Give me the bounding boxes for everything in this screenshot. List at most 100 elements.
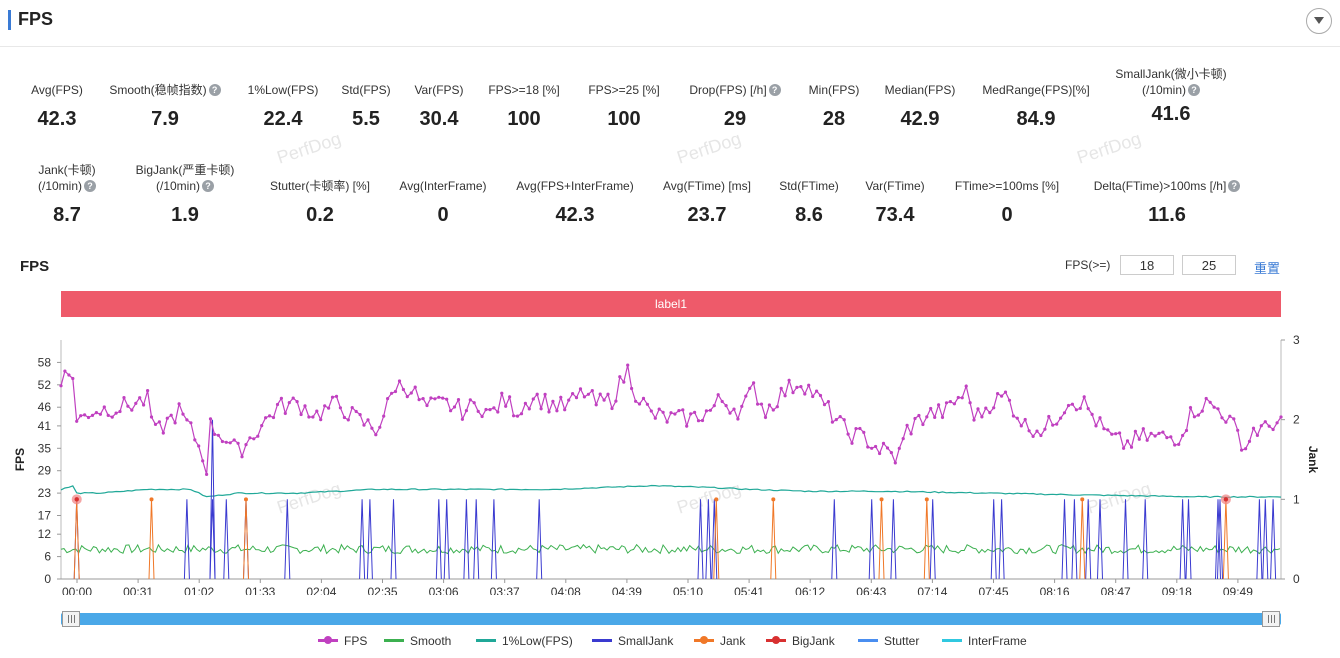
- fps-point: [511, 414, 516, 418]
- stat-value: 29: [723, 108, 747, 130]
- fps-point: [980, 415, 984, 419]
- legend-item-jank[interactable]: Jank: [694, 634, 745, 648]
- fps-point: [212, 432, 217, 436]
- smalljank-spike: [1179, 499, 1186, 580]
- fps-point: [161, 431, 165, 435]
- legend-item-fps[interactable]: FPS: [318, 634, 367, 648]
- y-tick-label: 46: [38, 400, 52, 414]
- stat-value: 42.9: [900, 108, 940, 130]
- fps-point: [606, 392, 610, 396]
- fps-point: [342, 415, 346, 420]
- fps-point: [1145, 438, 1149, 442]
- reset-link[interactable]: 重置: [1254, 261, 1281, 276]
- legend-item-smalljank[interactable]: SmallJank: [592, 634, 673, 648]
- fps-point: [637, 402, 642, 406]
- help-icon[interactable]: ?: [202, 180, 214, 192]
- fps-point: [374, 433, 378, 437]
- fps-point: [661, 410, 665, 414]
- smalljank-spike: [929, 499, 936, 580]
- slider-handle-right[interactable]: [1262, 611, 1280, 627]
- help-icon[interactable]: ?: [1228, 180, 1241, 192]
- legend-item-low1[interactable]: 1%Low(FPS): [476, 634, 573, 648]
- threshold-input-1[interactable]: [1120, 255, 1174, 275]
- fps-point: [767, 403, 772, 407]
- fps-point: [1003, 390, 1008, 394]
- help-icon[interactable]: ?: [768, 84, 781, 96]
- x-tick-label: 01:02: [184, 585, 214, 595]
- fps-point: [826, 400, 831, 404]
- fps-point: [925, 415, 929, 419]
- fps-point: [944, 401, 949, 405]
- x-tick-label: 03:06: [429, 585, 459, 595]
- fps-point: [252, 437, 256, 441]
- fps-point: [909, 432, 913, 436]
- fps-point: [216, 433, 220, 437]
- help-icon[interactable]: ?: [1188, 84, 1200, 96]
- y-tick-label: 23: [38, 486, 52, 500]
- fps-point: [504, 404, 508, 408]
- legend-swatch: [476, 639, 496, 643]
- fps-point: [756, 402, 760, 406]
- legend-item-bigjank[interactable]: BigJank: [766, 634, 835, 648]
- stat-item: 1%Low(FPS) 22.4: [213, 82, 353, 131]
- smalljank-spike: [463, 499, 470, 580]
- fps-point: [834, 418, 838, 422]
- legend-swatch: [694, 636, 714, 645]
- fps-point: [799, 385, 803, 389]
- fps-point: [555, 409, 559, 413]
- fps-point: [1114, 432, 1118, 436]
- threshold-input-2[interactable]: [1182, 255, 1236, 275]
- bigjank-dot: [74, 497, 79, 502]
- fps-point: [649, 409, 653, 413]
- fps-point: [102, 405, 106, 409]
- fps-point: [901, 437, 905, 441]
- fps-point: [972, 418, 976, 422]
- legend-item-stutter[interactable]: Stutter: [858, 634, 919, 648]
- fps-point: [1015, 416, 1019, 420]
- jank-spike: [148, 499, 155, 580]
- fps-point: [1244, 447, 1248, 451]
- fps-point: [496, 410, 500, 414]
- stat-label-line2: (/10min)?: [105, 178, 265, 194]
- fps-point: [126, 404, 130, 408]
- y-tick-label: 41: [38, 419, 52, 433]
- legend-swatch: [384, 639, 404, 643]
- legend-item-smooth[interactable]: Smooth: [384, 634, 451, 648]
- fps-point: [716, 393, 720, 397]
- y-tick-label: 6: [44, 550, 51, 564]
- time-range-slider[interactable]: [61, 611, 1281, 627]
- fps-point: [358, 413, 362, 417]
- label-band[interactable]: label1: [61, 291, 1281, 317]
- stat-item: Min(FPS) 28: [764, 82, 904, 131]
- stat-item: FTime>=100ms [%] 0: [927, 178, 1087, 227]
- fps-point: [1224, 420, 1228, 424]
- fps-point: [264, 416, 268, 420]
- fps-point: [86, 415, 91, 420]
- fps-point: [822, 403, 827, 407]
- fps-point: [1153, 434, 1157, 438]
- collapse-button[interactable]: [1306, 8, 1332, 34]
- y2-tick-label: 1: [1293, 492, 1300, 506]
- fps-point: [390, 391, 394, 395]
- jank-marker: [771, 497, 776, 502]
- help-icon[interactable]: ?: [208, 84, 221, 96]
- fps-point: [1157, 431, 1161, 435]
- legend-item-interframe[interactable]: InterFrame: [942, 634, 1027, 648]
- fps-point: [759, 402, 764, 406]
- y-tick-label: 35: [38, 441, 52, 455]
- fps-point: [413, 385, 417, 389]
- fps-point: [138, 396, 142, 400]
- fps-point: [1110, 432, 1114, 436]
- stat-item: Drop(FPS) [/h]? 29: [665, 82, 805, 131]
- fps-point: [669, 411, 673, 415]
- chevron-down-icon: [1314, 17, 1324, 24]
- slider-track[interactable]: [61, 613, 1281, 625]
- fps-point: [708, 408, 713, 412]
- slider-handle-left[interactable]: [62, 611, 80, 627]
- fps-point: [382, 414, 386, 418]
- fps-point: [1184, 428, 1189, 433]
- fps-point: [149, 415, 154, 419]
- help-icon[interactable]: ?: [84, 180, 96, 192]
- fps-point: [220, 439, 224, 444]
